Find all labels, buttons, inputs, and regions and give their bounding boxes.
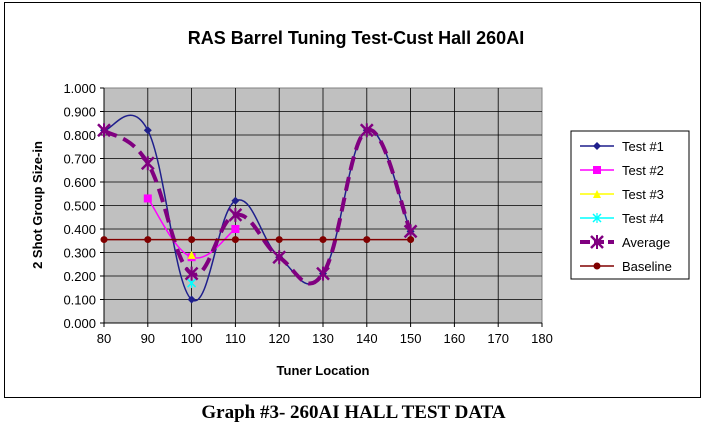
legend-marker-test-2 xyxy=(593,166,601,174)
x-tick-label: 80 xyxy=(97,331,111,346)
y-tick-label: 0.100 xyxy=(63,293,96,308)
legend-label-test-1: Test #1 xyxy=(622,139,664,154)
x-tick-label: 90 xyxy=(141,331,155,346)
legend-marker-test-3 xyxy=(593,190,601,198)
x-tick-label: 160 xyxy=(444,331,466,346)
x-tick-label: 170 xyxy=(487,331,509,346)
y-tick-label: 0.500 xyxy=(63,199,96,214)
data-point-test-2 xyxy=(231,225,240,233)
x-tick-label: 140 xyxy=(356,331,378,346)
data-point-baseline xyxy=(100,236,108,244)
data-point-average xyxy=(359,123,374,138)
y-axis-label: 2 Shot Group Size-in xyxy=(30,141,45,269)
legend: Test #1 Test #2 Test #3 Test #4 Average Basel… xyxy=(570,130,690,280)
data-point-test-2 xyxy=(143,194,152,203)
data-point-average xyxy=(97,123,111,138)
data-point-average xyxy=(272,250,287,265)
y-tick-label: 0.800 xyxy=(63,128,96,143)
data-point-test-1 xyxy=(231,196,240,205)
legend-marker-baseline xyxy=(593,262,601,270)
data-point-test-1 xyxy=(187,295,196,304)
chart-title: RAS Barrel Tuning Test-Cust Hall 260AI xyxy=(188,28,524,48)
y-tick-label: 0.300 xyxy=(63,246,96,261)
data-point-test-3 xyxy=(187,250,196,259)
data-point-average xyxy=(140,156,155,171)
x-axis-label: Tuner Location xyxy=(277,363,370,378)
axis-layer: 80 90 100 110 120 130 140 150 160 170 180 0.000 0.10… xyxy=(63,81,552,346)
data-point-average xyxy=(228,207,243,222)
figure-caption: Graph #3- 260AI HALL TEST DATA xyxy=(201,402,506,423)
legend-label-average: Average xyxy=(622,235,670,250)
data-point-baseline xyxy=(231,236,239,244)
data-point-average xyxy=(316,266,330,281)
legend-box xyxy=(570,130,690,280)
x-tick-label: 120 xyxy=(268,331,290,346)
data-point-average xyxy=(403,224,418,239)
data-point-baseline xyxy=(144,236,152,244)
data-point-baseline xyxy=(319,236,327,244)
legend-marker-average xyxy=(590,235,604,249)
legend-label-baseline: Baseline xyxy=(622,259,672,274)
data-point-baseline xyxy=(275,236,283,244)
y-tick-label: 0.600 xyxy=(63,175,96,190)
chart-svg: 80 90 100 110 120 130 140 150 160 170 180 0.000 0.10… xyxy=(30,28,690,378)
data-point-baseline xyxy=(188,236,196,244)
y-tick-label: 0.700 xyxy=(63,152,96,167)
data-point-test-1 xyxy=(143,126,152,135)
x-tick-label: 130 xyxy=(312,331,334,346)
y-tick-label: 0.000 xyxy=(63,316,96,331)
y-tick-label: 0.400 xyxy=(63,222,96,237)
y-tick-label: 0.900 xyxy=(63,105,96,120)
legend-marker-test-4 xyxy=(592,213,602,223)
data-point-baseline xyxy=(407,236,415,244)
legend-label-test-3: Test #3 xyxy=(622,187,664,202)
x-tick-label: 150 xyxy=(400,331,422,346)
legend-marker-test-1 xyxy=(593,142,601,150)
x-tick-label: 100 xyxy=(181,331,203,346)
x-tick-label: 110 xyxy=(225,331,246,346)
y-tick-label: 0.200 xyxy=(63,269,96,284)
data-point-baseline xyxy=(363,236,371,244)
y-tick-label: 1.000 xyxy=(63,81,96,96)
x-tick-label: 180 xyxy=(531,331,553,346)
series-layer xyxy=(97,114,418,304)
legend-label-test-2: Test #2 xyxy=(622,163,664,178)
data-point-average xyxy=(184,266,199,281)
legend-label-test-4: Test #4 xyxy=(622,211,664,226)
